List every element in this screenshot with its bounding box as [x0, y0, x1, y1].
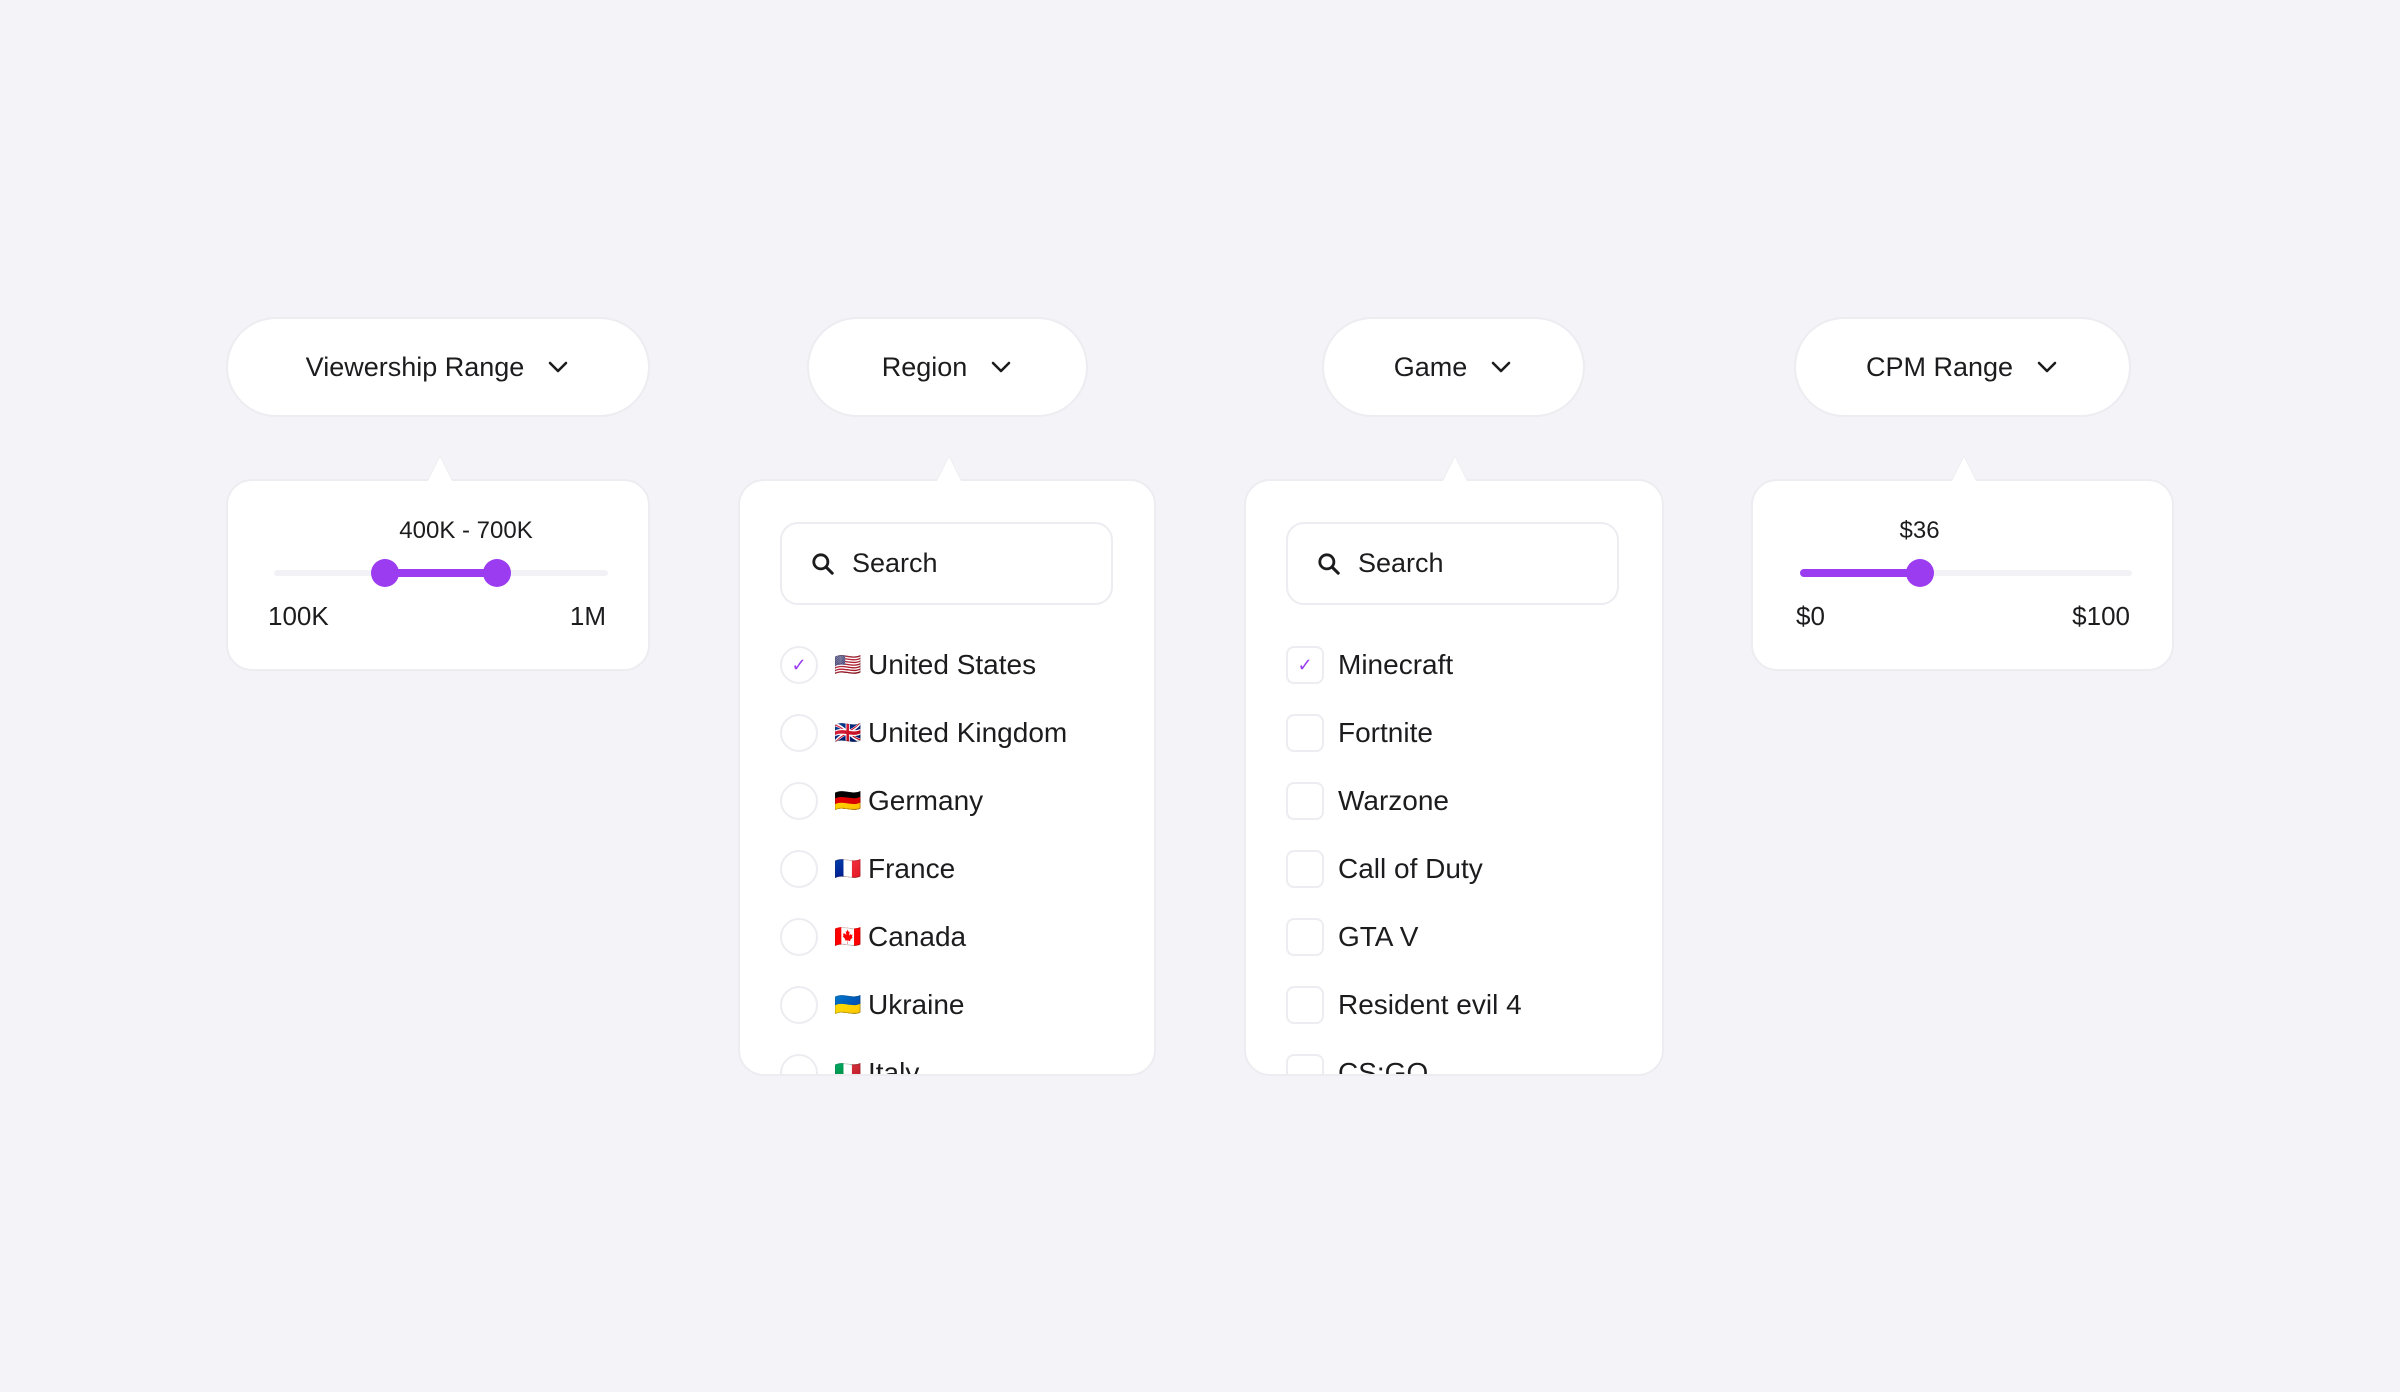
slider-min-label: $0: [1796, 601, 1825, 631]
cpm-range-dropdown[interactable]: CPM Range: [1794, 317, 2131, 417]
check-icon: ✓: [791, 654, 807, 675]
region-dropdown[interactable]: Region: [807, 317, 1088, 417]
checkbox[interactable]: [1286, 1054, 1324, 1074]
game-option[interactable]: GTA V: [1286, 916, 1418, 958]
option-label: CS:GO: [1338, 1057, 1429, 1074]
game-option[interactable]: Resident evil 4: [1286, 984, 1522, 1026]
radio-checkbox[interactable]: [780, 714, 818, 752]
game-option[interactable]: Fortnite: [1286, 712, 1433, 754]
viewership-range-panel: 400K - 700K 100K 1M: [226, 457, 650, 671]
cpm-value-label: $36: [1899, 517, 1940, 544]
radio-checkbox[interactable]: [780, 986, 818, 1024]
flag-icon: 🇮🇹: [834, 1060, 862, 1074]
radio-checkbox[interactable]: [780, 850, 818, 888]
region-option[interactable]: 🇬🇧 United Kingdom: [780, 712, 1067, 754]
option-label: Fortnite: [1338, 717, 1433, 748]
slider-thumb-high[interactable]: [482, 559, 511, 587]
region-label: Region: [881, 351, 968, 382]
option-label: Warzone: [1338, 785, 1450, 816]
region-option[interactable]: 🇺🇦 Ukraine: [780, 984, 964, 1026]
game-option[interactable]: CS:GO: [1286, 1052, 1428, 1074]
search-icon: [1318, 552, 1340, 575]
viewership-range-dropdown[interactable]: Viewership Range: [226, 317, 650, 417]
option-label: Minecraft: [1338, 649, 1454, 680]
region-option[interactable]: 🇩🇪 Germany: [780, 780, 983, 822]
chevron-down-icon: [549, 361, 568, 373]
game-search-input[interactable]: [1356, 547, 1600, 580]
flag-icon: 🇨🇦: [834, 924, 862, 949]
slider-track[interactable]: [1800, 570, 2132, 576]
game-option[interactable]: ✓ Minecraft: [1286, 644, 1453, 686]
game-option[interactable]: Warzone: [1286, 780, 1449, 822]
radio-checkbox[interactable]: [780, 918, 818, 956]
option-label: Germany: [868, 785, 984, 816]
game-panel: ✓ Minecraft Fortnite Warzone Call of Duty GTA…: [1244, 457, 1664, 1076]
checkbox[interactable]: [1286, 782, 1324, 820]
region-panel: ✓ 🇺🇸United States 🇬🇧United Kingdom 🇩🇪German…: [738, 457, 1156, 1076]
region-option[interactable]: ✓ 🇺🇸 United States: [780, 644, 1036, 686]
option-label: United States: [868, 649, 1037, 680]
viewership-value-label: 400K - 700K: [399, 517, 533, 544]
popover-caret: [1443, 457, 1467, 481]
game-option[interactable]: Call of Duty: [1286, 848, 1483, 890]
option-label: Canada: [868, 921, 967, 952]
flag-icon: 🇩🇪: [834, 788, 862, 813]
checkbox[interactable]: [1286, 918, 1324, 956]
region-search-field[interactable]: [780, 522, 1113, 605]
option-label: Resident evil 4: [1338, 989, 1522, 1020]
checkbox[interactable]: [1286, 714, 1324, 752]
flag-icon: 🇺🇸: [834, 652, 862, 677]
region-option[interactable]: 🇫🇷 France: [780, 848, 955, 890]
cpm-range-panel: $36 $0 $100: [1751, 457, 2174, 671]
slider-thumb-low[interactable]: [371, 559, 400, 587]
chevron-down-icon: [991, 361, 1011, 373]
flag-icon: 🇫🇷: [834, 856, 862, 881]
option-label: Call of Duty: [1338, 853, 1483, 884]
option-label: France: [868, 853, 956, 884]
radio-checkbox[interactable]: ✓: [780, 646, 818, 684]
slider-thumb[interactable]: [1905, 559, 1934, 587]
popover-caret: [428, 457, 452, 481]
region-option[interactable]: 🇮🇹 Italy: [780, 1052, 919, 1074]
region-option[interactable]: 🇨🇦 Canada: [780, 916, 966, 958]
radio-checkbox[interactable]: [780, 1054, 818, 1074]
checkbox[interactable]: [1286, 986, 1324, 1024]
popover-caret: [1952, 457, 1976, 481]
checkbox[interactable]: [1286, 850, 1324, 888]
option-label: United Kingdom: [868, 717, 1068, 748]
flag-icon: 🇺🇦: [834, 992, 862, 1017]
slider-max-label: 1M: [569, 601, 606, 631]
slider-range-fill: [385, 569, 497, 577]
popover-caret: [937, 457, 961, 481]
slider-min-label: 100K: [268, 601, 329, 631]
option-label: Italy: [868, 1057, 920, 1074]
game-search-field[interactable]: [1286, 522, 1619, 605]
slider-fill: [1800, 569, 1920, 577]
radio-checkbox[interactable]: [780, 782, 818, 820]
option-label: GTA V: [1338, 921, 1419, 952]
search-icon: [812, 552, 834, 575]
region-search-input[interactable]: [850, 547, 1094, 580]
option-label: Ukraine: [868, 989, 965, 1020]
game-label: Game: [1393, 351, 1468, 382]
game-dropdown[interactable]: Game: [1322, 317, 1585, 417]
slider-max-label: $100: [2072, 601, 2130, 631]
chevron-down-icon: [1491, 361, 1511, 373]
cpm-range-label: CPM Range: [1865, 351, 2014, 382]
chevron-down-icon: [2037, 361, 2057, 373]
flag-icon: 🇬🇧: [834, 720, 862, 745]
checkbox[interactable]: ✓: [1286, 646, 1324, 684]
viewership-range-label: Viewership Range: [305, 351, 525, 382]
check-icon: ✓: [1297, 654, 1313, 675]
